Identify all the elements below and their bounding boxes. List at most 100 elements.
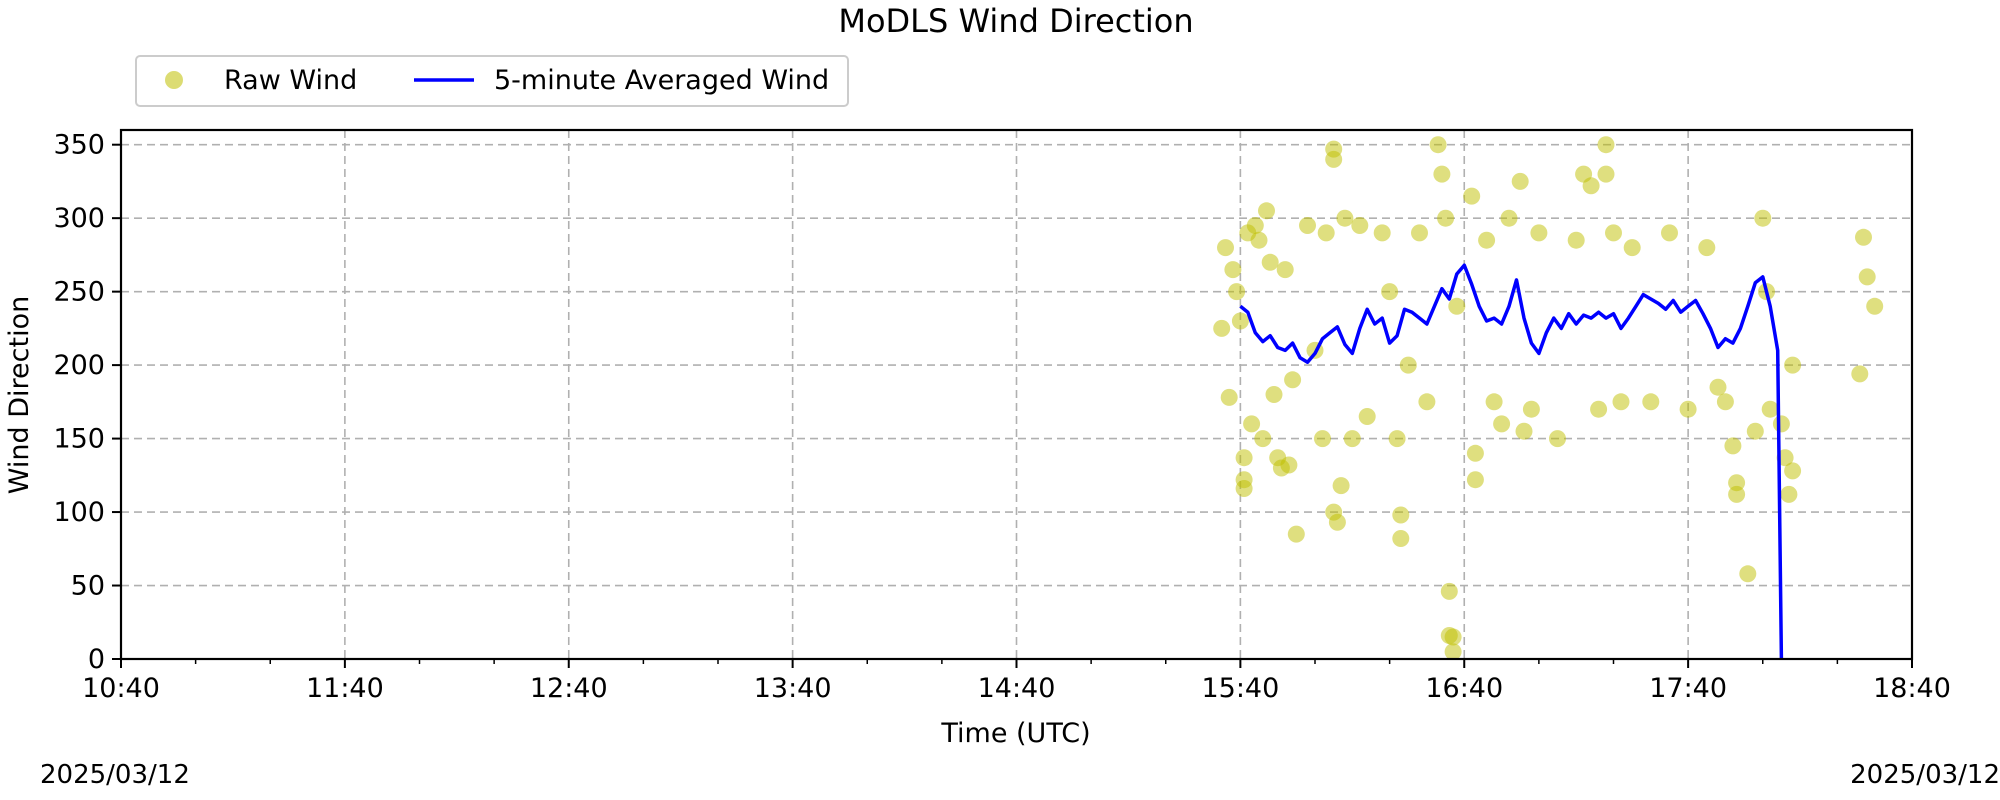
raw-wind-point — [1231, 312, 1249, 330]
raw-wind-point — [1724, 437, 1742, 455]
raw-wind-point — [1661, 224, 1678, 242]
raw-wind-point — [1855, 228, 1872, 246]
raw-wind-point — [1351, 217, 1369, 234]
raw-wind-point — [1597, 136, 1615, 154]
raw-wind-point — [1328, 513, 1346, 531]
raw-wind-point — [1866, 297, 1884, 315]
raw-wind-point — [1317, 224, 1335, 242]
raw-wind-point — [1235, 480, 1253, 497]
raw-wind-point — [1444, 643, 1462, 659]
raw-wind-point — [1515, 422, 1533, 440]
raw-wind-point — [1411, 224, 1428, 242]
raw-wind-point — [1373, 224, 1391, 242]
raw-wind-point — [1623, 239, 1641, 257]
raw-wind-point — [1511, 172, 1529, 190]
legend-box — [135, 55, 849, 107]
raw-wind-point — [1679, 400, 1697, 418]
raw-wind-point — [1590, 400, 1608, 418]
raw-wind-point — [1213, 319, 1231, 337]
raw-wind-point — [1336, 209, 1354, 227]
raw-wind-point — [1567, 231, 1585, 249]
x-tick-label: 15:40 — [1201, 673, 1279, 704]
x-tick-label: 18:40 — [1873, 673, 1951, 704]
grid — [120, 130, 1913, 659]
date-right: 2025/03/12 — [1850, 760, 2000, 790]
y-tick-label: 150 — [53, 424, 105, 455]
raw-wind-point — [1530, 224, 1548, 242]
raw-wind-point — [1466, 471, 1484, 489]
raw-wind-point — [1448, 297, 1466, 315]
averaged-wind-line — [1239, 263, 1784, 659]
raw-wind-point — [1463, 187, 1481, 205]
raw-wind-point — [1258, 202, 1275, 220]
raw-wind-point — [1358, 408, 1376, 425]
raw-wind-point — [1265, 386, 1283, 403]
x-tick-label: 16:40 — [1425, 673, 1503, 704]
raw-wind-point — [1780, 485, 1798, 503]
y-tick-label: 0 — [88, 644, 105, 675]
raw-wind-point — [1605, 224, 1622, 242]
raw-wind-point — [1858, 268, 1876, 286]
raw-wind-point — [1549, 430, 1566, 448]
raw-wind-point — [1381, 283, 1399, 301]
raw-wind-point — [1228, 283, 1246, 301]
y-tick-label: 50 — [71, 571, 105, 602]
raw-wind-point — [1582, 177, 1600, 195]
raw-wind-point — [1851, 365, 1869, 383]
raw-wind-point — [1728, 485, 1746, 503]
legend-averaged-wind-label: 5-minute Averaged Wind — [494, 65, 829, 96]
legend-raw-wind-label: Raw Wind — [224, 65, 357, 96]
legend-raw-wind-marker — [165, 71, 183, 89]
raw-wind-series — [1213, 136, 1884, 659]
raw-wind-point — [1466, 444, 1484, 462]
raw-wind-point — [1522, 400, 1540, 418]
raw-wind-point — [1772, 415, 1790, 433]
raw-wind-point — [1235, 449, 1253, 467]
raw-wind-point — [1325, 140, 1343, 158]
raw-wind-point — [1343, 430, 1361, 448]
y-tick-label: 100 — [53, 497, 105, 528]
raw-wind-point — [1709, 378, 1727, 396]
raw-wind-point — [1276, 261, 1294, 279]
raw-wind-point — [1784, 462, 1802, 480]
raw-wind-point — [1250, 231, 1268, 249]
y-axis-label: Wind Direction — [4, 296, 35, 494]
raw-wind-point — [1429, 136, 1447, 154]
y-tick-label: 200 — [53, 350, 105, 381]
raw-wind-point — [1433, 165, 1451, 183]
x-tick-label: 14:40 — [978, 673, 1056, 704]
x-tick-label: 12:40 — [530, 673, 608, 704]
y-tick-label: 300 — [53, 203, 105, 234]
raw-wind-point — [1716, 393, 1734, 411]
raw-wind-point — [1493, 415, 1511, 433]
x-tick-label: 10:40 — [82, 673, 160, 704]
raw-wind-point — [1437, 209, 1455, 227]
raw-wind-point — [1246, 217, 1264, 234]
x-axis-label: Time (UTC) — [940, 718, 1090, 749]
raw-wind-point — [1500, 209, 1518, 227]
raw-wind-point — [1280, 456, 1298, 474]
raw-wind-point — [1392, 506, 1410, 524]
x-tick-label: 17:40 — [1649, 673, 1727, 704]
raw-wind-point — [1399, 356, 1417, 374]
y-axis: 0 50 100 150 200 250 300 350 — [53, 130, 121, 675]
x-tick-label: 11:40 — [306, 673, 384, 704]
y-tick-label: 250 — [53, 277, 105, 308]
raw-wind-point — [1217, 239, 1234, 257]
y-tick-label: 350 — [53, 130, 105, 161]
raw-wind-point — [1220, 388, 1238, 406]
raw-wind-point — [1332, 477, 1350, 495]
raw-wind-point — [1314, 430, 1331, 448]
raw-wind-point — [1739, 565, 1757, 583]
raw-wind-point — [1392, 530, 1410, 547]
raw-wind-point — [1597, 165, 1615, 183]
raw-wind-point — [1784, 356, 1802, 374]
raw-wind-point — [1698, 239, 1716, 257]
raw-wind-point — [1299, 217, 1316, 234]
raw-wind-point — [1478, 231, 1496, 249]
raw-wind-point — [1776, 449, 1794, 467]
raw-wind-point — [1388, 430, 1406, 448]
raw-wind-point — [1642, 393, 1660, 411]
raw-wind-point — [1761, 400, 1779, 418]
